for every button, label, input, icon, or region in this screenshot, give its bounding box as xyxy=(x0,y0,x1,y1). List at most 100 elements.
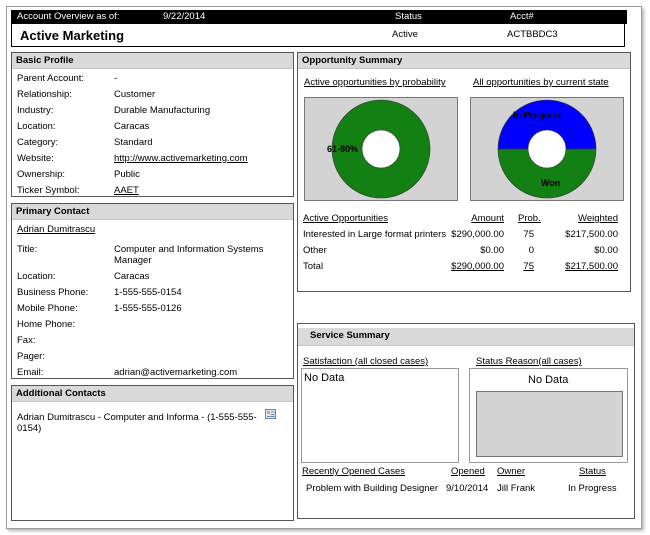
opp-row-name: Total xyxy=(303,261,324,272)
contact-row-label: Fax: xyxy=(17,335,36,346)
overview-label: Account Overview as of: xyxy=(17,11,120,22)
profile-row-label: Website: xyxy=(17,153,54,164)
contact-title-value-2: Manager xyxy=(114,255,152,266)
chart2-title-link[interactable]: All opportunities by current state xyxy=(473,77,609,88)
cases-header-name: Recently Opened Cases xyxy=(302,466,405,477)
contact-title-value-1: Computer and Information Systems xyxy=(114,244,264,255)
acct-label: Acct# xyxy=(510,11,534,22)
opp-row-amount: $290,000.00 xyxy=(451,229,504,240)
opp-row-prob[interactable]: 75 xyxy=(523,261,534,272)
donut-hole xyxy=(361,129,401,169)
case-row-opened: 9/10/2014 xyxy=(446,483,489,494)
contact-row: Mobile Phone: 1-555-555-0126 xyxy=(17,303,182,314)
chart1-title-link[interactable]: Active opportunities by probability xyxy=(304,77,446,88)
opportunity-summary-panel: Opportunity Summary Active opportunities… xyxy=(297,52,631,292)
opp-header-name: Active Opportunities xyxy=(303,213,389,224)
primary-contact-panel: Primary Contact Adrian Dumitrascu Title:… xyxy=(11,203,294,379)
state-donut-chart: In Progress Won xyxy=(497,99,597,199)
status-reason-no-data: No Data xyxy=(528,374,569,386)
additional-contact-line-2: 0154) xyxy=(17,423,42,434)
profile-row-value: Durable Manufacturing xyxy=(114,105,211,116)
profile-row-value: Public xyxy=(114,169,140,180)
basic-profile-panel: Basic Profile Parent Account: - Relationsh… xyxy=(11,52,294,197)
primary-contact-name-link[interactable]: Adrian Dumitrascu xyxy=(17,224,96,235)
satisfaction-no-data: No Data xyxy=(304,372,345,384)
case-row-status: In Progress xyxy=(568,483,617,494)
contact-row-label: Email: xyxy=(17,367,44,378)
profile-row: Relationship: Customer xyxy=(17,89,155,100)
contact-row-label: Business Phone: xyxy=(17,287,89,298)
profile-row: Ticker Symbol: AAET xyxy=(17,185,139,196)
contact-row-label: Home Phone: xyxy=(17,319,76,330)
profile-row-value: Caracas xyxy=(114,121,150,132)
additional-contacts-panel: Additional Contacts Adrian Dumitrascu - … xyxy=(11,385,294,521)
primary-contact-title: Primary Contact xyxy=(12,204,293,220)
cases-header-owner: Owner xyxy=(497,466,525,477)
contact-card-icon[interactable] xyxy=(265,408,277,420)
profile-row-label: Parent Account: xyxy=(17,73,85,84)
opp-row-weighted[interactable]: $217,500.00 xyxy=(565,261,618,272)
additional-contacts-title: Additional Contacts xyxy=(12,386,293,402)
contact-row-value: Caracas xyxy=(114,271,150,282)
satisfaction-title-link[interactable]: Satisfaction (all closed cases) xyxy=(303,356,429,367)
status-label: Status xyxy=(395,11,422,22)
case-row-name: Problem with Building Designer xyxy=(306,483,439,494)
website-link[interactable]: http://www.activemarketing.com xyxy=(114,153,248,164)
pie-slice xyxy=(497,148,597,199)
contact-row-value: adrian@activemarketing.com xyxy=(114,367,238,378)
service-summary-panel: Service Summary Satisfaction (all closed… xyxy=(297,323,635,519)
profile-row-value: - xyxy=(114,73,118,84)
opp-header-prob: Prob. xyxy=(518,213,541,224)
opp-row-prob: 0 xyxy=(528,245,534,256)
basic-profile-title: Basic Profile xyxy=(12,53,293,69)
cases-header-status: Status xyxy=(579,466,606,477)
cases-header-opened: Opened xyxy=(451,466,485,477)
pie-slice-label: 61-80% xyxy=(327,144,358,154)
account-name: Active Marketing xyxy=(20,28,125,43)
contact-title-label: Title: xyxy=(17,244,38,255)
contact-row: Fax: xyxy=(17,335,35,346)
chart1-box: 61-80% xyxy=(304,97,458,201)
account-number: ACTBBDC3 xyxy=(507,29,558,40)
contact-row: Business Phone: 1-555-555-0154 xyxy=(17,287,182,298)
opp-row-prob: 75 xyxy=(523,229,534,240)
donut-hole xyxy=(527,129,567,169)
profile-row-value: Customer xyxy=(114,89,156,100)
profile-row-label: Relationship: xyxy=(17,89,72,100)
opp-row-name: Interested in Large format printers xyxy=(303,229,447,240)
case-row-owner: Jill Frank xyxy=(497,483,536,494)
profile-row-label: Industry: xyxy=(17,105,54,116)
profile-row-label: Category: xyxy=(17,137,59,148)
profile-row-label: Ticker Symbol: xyxy=(17,185,80,196)
contact-row: Home Phone: xyxy=(17,319,75,330)
status-reason-title-link[interactable]: Status Reason(all cases) xyxy=(476,356,582,367)
additional-contact-line-1: Adrian Dumitrascu - Computer and Informa… xyxy=(17,412,257,423)
contact-row-label: Mobile Phone: xyxy=(17,303,78,314)
satisfaction-chart-area: No Data xyxy=(301,368,459,463)
profile-row: Category: Standard xyxy=(17,137,153,148)
ticker-link[interactable]: AAET xyxy=(114,185,139,196)
account-name-bar: Active Marketing Active ACTBBDC3 xyxy=(11,24,625,47)
contact-row-value: 1-555-555-0154 xyxy=(114,287,182,298)
contact-row-label: Pager: xyxy=(17,351,45,362)
profile-row: Parent Account: - xyxy=(17,73,117,84)
pie-slice xyxy=(497,99,597,150)
profile-row-label: Location: xyxy=(17,121,56,132)
profile-row: Location: Caracas xyxy=(17,121,149,132)
service-summary-title: Service Summary xyxy=(298,328,634,346)
account-status: Active xyxy=(392,29,418,40)
probability-donut-chart: 61-80% xyxy=(327,99,431,199)
chart2-box: In Progress Won xyxy=(470,97,624,201)
profile-row: Industry: Durable Manufacturing xyxy=(17,105,210,116)
opp-row-amount[interactable]: $290,000.00 xyxy=(451,261,504,272)
opp-row-amount: $0.00 xyxy=(480,245,504,256)
contact-row: Location: Caracas xyxy=(17,271,149,282)
pie-slice-label: In Progress xyxy=(513,110,563,120)
profile-row: Website: http://www.activemarketing.com xyxy=(17,153,248,164)
opportunity-summary-title: Opportunity Summary xyxy=(298,53,630,69)
opp-row-weighted: $217,500.00 xyxy=(565,229,618,240)
opp-header-weighted: Weighted xyxy=(578,213,618,224)
header-bar: Account Overview as of: 9/22/2014 Status… xyxy=(11,10,627,24)
contact-row-value: 1-555-555-0126 xyxy=(114,303,182,314)
contact-title-row: Title: Computer and Information Systems … xyxy=(17,244,263,266)
